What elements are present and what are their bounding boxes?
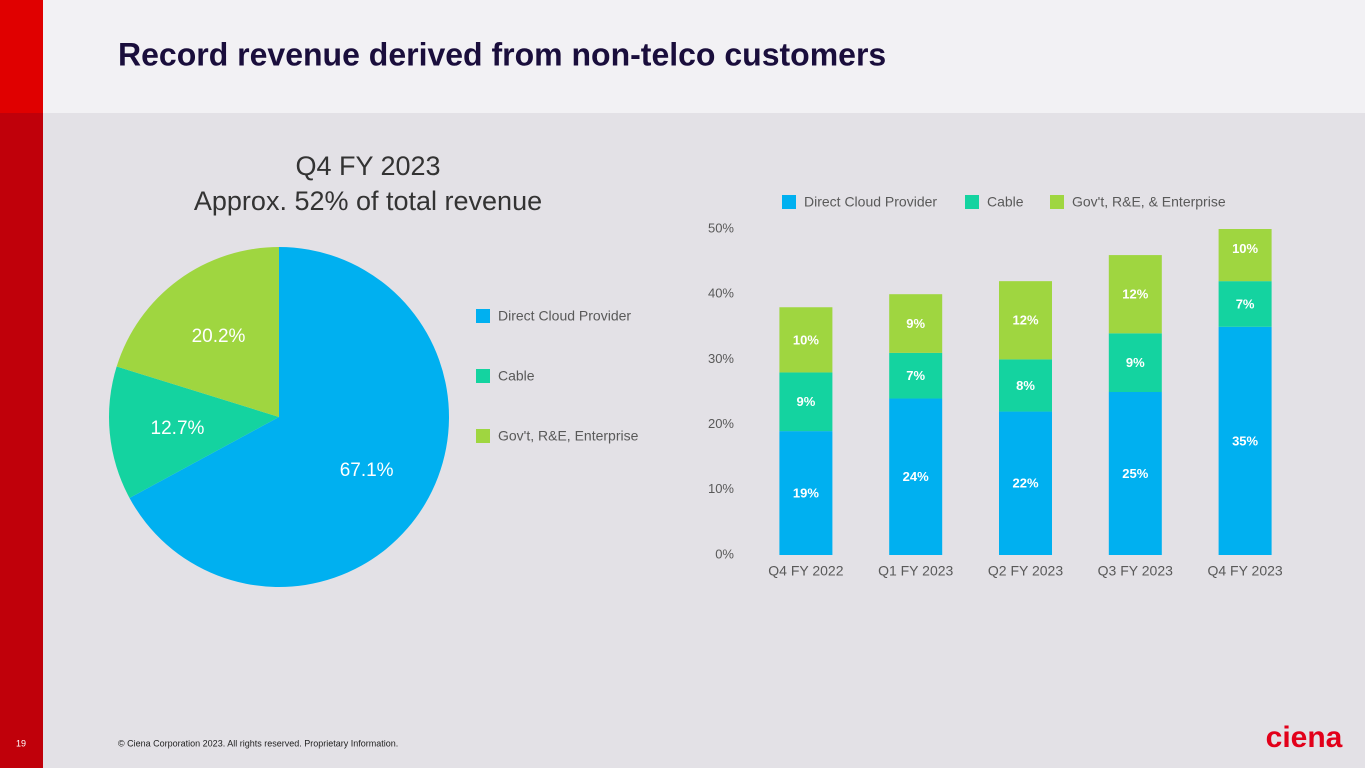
x-tick-label: Q2 FY 2023: [988, 563, 1063, 579]
copyright: © Ciena Corporation 2023. All rights res…: [118, 738, 398, 748]
y-tick-label: 30%: [708, 351, 734, 366]
bar-segment: [1218, 281, 1272, 327]
bar-segment: [999, 281, 1052, 360]
page-number: 19: [16, 738, 26, 748]
pie-subtitle: Approx. 52% of total revenue: [194, 186, 542, 216]
bar-segment: [1218, 229, 1272, 282]
bar-segment: [1108, 392, 1162, 555]
bar-label: 7%: [1236, 296, 1255, 311]
bar-segment: [779, 307, 833, 373]
bar-segment: [999, 359, 1052, 412]
bar-label: 9%: [1126, 355, 1145, 370]
bar-label: 12%: [1012, 313, 1038, 328]
pie-label: 20.2%: [192, 326, 246, 347]
x-tick-label: Q4 FY 2022: [768, 563, 843, 579]
pie-slice: [108, 366, 279, 498]
bar-label: 10%: [1232, 241, 1258, 256]
bar-label: 25%: [1122, 466, 1148, 481]
pie-slice: [129, 247, 449, 587]
legend-label: Direct Cloud Provider: [804, 194, 937, 210]
bar-segment: [889, 398, 943, 555]
y-tick-label: 50%: [708, 220, 734, 235]
y-tick-label: 20%: [708, 416, 734, 431]
x-tick-label: Q1 FY 2023: [878, 563, 953, 579]
y-tick-label: 40%: [708, 286, 734, 301]
pie-label: 67.1%: [340, 460, 394, 481]
bar-label: 12%: [1122, 287, 1148, 302]
bar-segment: [889, 294, 943, 353]
header-bg: [0, 0, 1365, 113]
bar-label: 9%: [906, 316, 925, 331]
legend-swatch: [965, 195, 979, 209]
bar-segment: [1108, 255, 1162, 334]
legend-swatch: [476, 429, 490, 443]
y-tick-label: 10%: [708, 481, 734, 496]
pie-title: Q4 FY 2023: [295, 151, 440, 181]
legend-swatch: [476, 369, 490, 383]
slide-title: Record revenue derived from non-telco cu…: [118, 36, 886, 72]
bar-segment: [779, 372, 833, 432]
bar-label: 22%: [1012, 476, 1038, 491]
logo: ciena: [1266, 721, 1343, 754]
legend-label: Gov't, R&E, & Enterprise: [1072, 194, 1226, 210]
pie-label: 12.7%: [151, 418, 205, 439]
bar-segment: [1108, 333, 1162, 392]
bar-label: 7%: [906, 368, 925, 383]
accent-top: [0, 0, 43, 113]
bar-segment: [779, 431, 833, 555]
bar-segment: [1218, 326, 1272, 555]
legend-swatch: [476, 309, 490, 323]
legend-swatch: [782, 195, 796, 209]
legend-label: Gov't, R&E, Enterprise: [498, 428, 639, 444]
pie-slice: [116, 247, 279, 417]
x-tick-label: Q3 FY 2023: [1098, 563, 1173, 579]
legend-label: Direct Cloud Provider: [498, 308, 631, 324]
accent-side: [0, 113, 43, 768]
bar-label: 10%: [793, 332, 819, 347]
bar-segment: [889, 352, 943, 399]
bar-segment: [999, 411, 1052, 555]
bar-label: 19%: [793, 485, 819, 500]
legend-label: Cable: [498, 368, 535, 384]
x-tick-label: Q4 FY 2023: [1207, 563, 1282, 579]
y-tick-label: 0%: [715, 546, 734, 561]
legend-label: Cable: [987, 194, 1024, 210]
bar-label: 35%: [1232, 433, 1258, 448]
bar-label: 9%: [797, 394, 816, 409]
plot: [779, 229, 1272, 555]
legend-swatch: [1050, 195, 1064, 209]
bar-label: 8%: [1016, 378, 1035, 393]
bar-label: 24%: [903, 469, 929, 484]
